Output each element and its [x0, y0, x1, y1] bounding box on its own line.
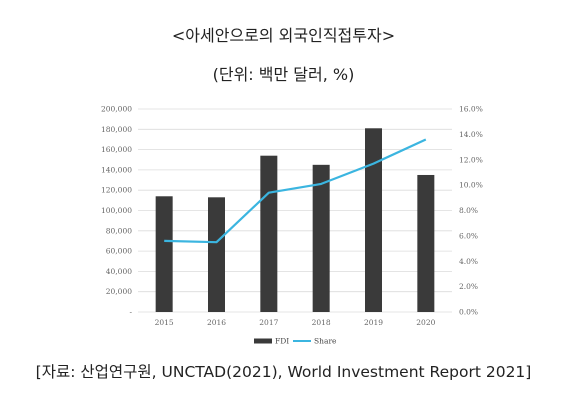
y-right-tick-label: 16.0% [459, 105, 483, 114]
legend-swatch-fdi [254, 338, 272, 344]
y-right-tick-label: 6.0% [459, 231, 478, 240]
legend-label-share: Share [314, 337, 337, 346]
x-tick-label: 2017 [259, 318, 278, 327]
y-left-tick-label: - [129, 308, 132, 317]
y-left-tick-label: 60,000 [106, 247, 132, 256]
y-right-tick-label: 8.0% [459, 206, 478, 215]
y-left-tick-label: 40,000 [106, 267, 132, 276]
bar-fdi-2018 [312, 164, 330, 312]
bar-fdi-2015 [155, 196, 173, 312]
x-tick-label: 2018 [312, 318, 331, 327]
y-left-tick-label: 200,000 [101, 105, 132, 114]
x-tick-label: 2019 [364, 318, 383, 327]
y-right-tick-label: 12.0% [459, 155, 483, 164]
y-right-tick-label: 4.0% [459, 257, 478, 266]
y-left-tick-label: 20,000 [106, 287, 132, 296]
y-left-tick-label: 100,000 [101, 206, 132, 215]
y-left-tick-label: 180,000 [101, 125, 132, 134]
chart-subtitle: (단위: 백만 달러, %) [212, 65, 355, 84]
x-tick-label: 2016 [207, 318, 226, 327]
x-tick-label: 2015 [155, 318, 174, 327]
y-left-tick-label: 160,000 [101, 145, 132, 154]
bar-fdi-2016 [208, 197, 225, 312]
y-right-tick-label: 2.0% [459, 282, 478, 291]
bar-fdi-2017 [260, 155, 278, 312]
y-right-tick-label: 0.0% [459, 308, 478, 317]
bar-fdi-2019 [365, 128, 382, 312]
y-left-tick-label: 140,000 [101, 165, 132, 174]
y-left-tick-label: 80,000 [106, 226, 132, 235]
x-tick-label: 2020 [416, 318, 435, 327]
chart-title: <아세안으로의 외국인직접투자> [171, 26, 396, 45]
line-share [164, 138, 427, 244]
y-left-tick-label: 120,000 [101, 186, 132, 195]
y-right-tick-label: 10.0% [459, 181, 483, 190]
source-note: [자료: 산업연구원, UNCTAD(2021), World Investme… [35, 363, 532, 381]
y-right-tick-label: 14.0% [459, 130, 483, 139]
legend-label-fdi: FDI [275, 337, 289, 346]
bar-fdi-2020 [417, 174, 435, 312]
